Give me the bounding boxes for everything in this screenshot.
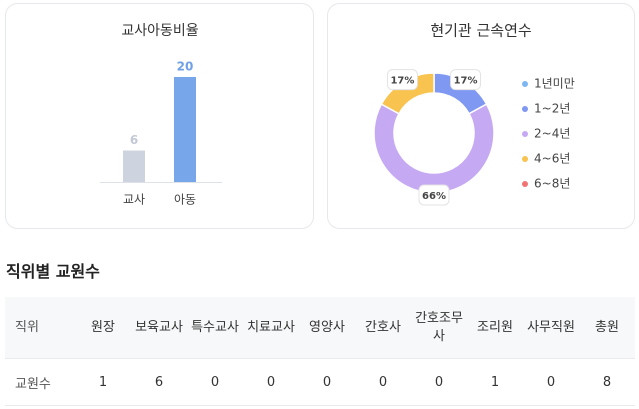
header-cell: 총원: [579, 297, 635, 359]
value-label: 66%: [422, 191, 446, 202]
header-cell: 간호사: [355, 297, 411, 359]
chart-title: 교사아동비율: [121, 23, 198, 39]
cell: 0: [187, 358, 243, 406]
row: 교원수 1 6 0 0 0 0 0 1 0 8: [5, 358, 635, 406]
category-label: 아동: [174, 193, 196, 207]
table: 직위 원장 보육교사 특수교사 치료교사 영양사 간호사 간호조무사 조리원 사무직원 총원 교원수 1…: [5, 297, 635, 406]
cell: 교원수: [5, 358, 75, 406]
cell: 0: [411, 358, 467, 406]
header-cell: 간호조무사: [411, 297, 467, 359]
donut-segment: [373, 103, 495, 194]
header-cell: 사무직원: [523, 297, 579, 359]
value-label: 6: [130, 133, 138, 147]
bar: [123, 150, 145, 182]
label-box: [450, 69, 482, 91]
header-cell: 직위: [5, 297, 75, 359]
header-cell: 특수교사: [187, 297, 243, 359]
cell: 0: [355, 358, 411, 406]
legend-marker: [522, 106, 528, 112]
legend-marker: [522, 131, 528, 137]
header-cell: 영양사: [299, 297, 355, 359]
card: [5, 3, 314, 229]
value-label: 20: [177, 60, 194, 74]
section-title: 직위별 교원수: [6, 262, 100, 281]
header-cell: 조리원: [467, 297, 523, 359]
bar: [174, 77, 196, 182]
value-label: 17%: [390, 76, 414, 87]
legend-marker: [522, 156, 528, 162]
charts: 교사아동비율 현기관 근속연수 6 교사 20 아동 1년미만 17% 1~2년 66% 2~4…: [5, 3, 635, 229]
cell: 8: [579, 358, 635, 406]
legend-label: 2~4년: [534, 127, 570, 141]
cell: 0: [243, 358, 299, 406]
cell: 6: [131, 358, 187, 406]
category-label: 교사: [123, 193, 145, 207]
header-cell: 원장: [75, 297, 131, 359]
value-label: 17%: [454, 76, 478, 87]
legend-label: 4~6년: [534, 152, 570, 166]
legend-marker: [522, 81, 528, 87]
header-cell: 치료교사: [243, 297, 299, 359]
cell: 0: [523, 358, 579, 406]
chart-title: 현기관 근속연수: [430, 22, 531, 40]
cell: 0: [299, 358, 355, 406]
label-box: [386, 69, 418, 91]
legend-label: 1~2년: [534, 102, 570, 116]
header-cell: 보육교사: [131, 297, 187, 359]
legend-label: 1년미만: [534, 77, 575, 91]
cell: 1: [75, 358, 131, 406]
legend-label: 6~8년: [534, 177, 570, 191]
legend-marker: [522, 181, 528, 187]
label-box: [418, 184, 450, 206]
cell: 1: [467, 358, 523, 406]
